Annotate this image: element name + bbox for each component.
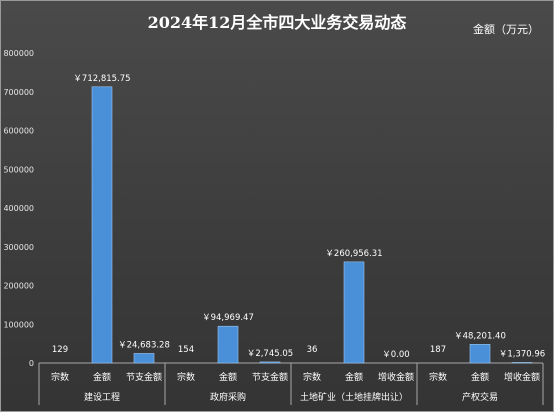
- bar-g3-2: [511, 362, 533, 364]
- y-tick-label-3: 300000: [3, 243, 34, 252]
- category-label-g1-1: 金额: [219, 371, 237, 383]
- data-label-g0-2: ￥24,683.28: [118, 340, 170, 350]
- y-tick-label-8: 800000: [3, 49, 34, 58]
- group-label-3: 产权交易: [462, 391, 498, 403]
- category-label-g3-2: 增收金额: [504, 371, 540, 383]
- unit-label: 金额（万元）: [473, 23, 539, 36]
- data-label-g2-1: ￥260,956.31: [325, 249, 382, 259]
- category-label-g3-0: 宗数: [429, 371, 447, 383]
- bar-g0-1: [91, 86, 113, 364]
- data-label-g1-0: 154: [178, 345, 194, 355]
- group-label-1: 政府采购: [210, 391, 246, 403]
- category-label-g0-0: 宗数: [51, 371, 69, 383]
- group-label-0: 建设工程: [84, 391, 120, 403]
- category-label-g2-1: 金额: [345, 371, 363, 383]
- bar-g2-1: [343, 261, 365, 364]
- y-tick-label-4: 400000: [3, 204, 34, 213]
- data-label-g3-1: ￥48,201.40: [454, 331, 506, 341]
- category-label-g1-0: 宗数: [177, 371, 195, 383]
- y-tick-label-6: 600000: [3, 127, 34, 136]
- data-label-g1-2: ￥2,745.05: [247, 349, 293, 359]
- bar-g1-2: [259, 361, 281, 364]
- category-label-g1-2: 节支金额: [252, 371, 288, 383]
- data-label-g3-0: 187: [430, 345, 446, 355]
- data-label-g0-1: ￥712,815.75: [73, 74, 130, 84]
- data-label-g1-1: ￥94,969.47: [202, 313, 254, 323]
- y-tick-label-0: 0: [29, 359, 34, 368]
- data-label-g2-0: 36: [307, 345, 318, 355]
- data-label-g3-2: ￥1,370.96: [499, 349, 545, 359]
- category-label-g2-2: 增收金额: [378, 371, 414, 383]
- bar-g3-1: [469, 344, 491, 364]
- category-label-g0-2: 节支金额: [126, 371, 162, 383]
- group-label-2: 土地矿业（土地挂牌出让）: [300, 391, 408, 403]
- y-tick-label-1: 100000: [3, 320, 34, 329]
- data-label-g2-2: ￥0.00: [382, 350, 409, 360]
- data-label-g0-0: 129: [52, 345, 68, 355]
- bar-g1-1: [217, 325, 239, 364]
- category-label-g0-1: 金额: [93, 371, 111, 383]
- chart-title: 2024年12月全市四大业务交易动态: [147, 13, 407, 32]
- y-tick-label-7: 700000: [3, 88, 34, 97]
- y-tick-label-5: 500000: [3, 165, 34, 174]
- bar-g0-2: [133, 353, 155, 364]
- y-tick-label-2: 200000: [3, 282, 34, 291]
- category-label-g3-1: 金额: [471, 371, 489, 383]
- category-label-g2-0: 宗数: [303, 371, 321, 383]
